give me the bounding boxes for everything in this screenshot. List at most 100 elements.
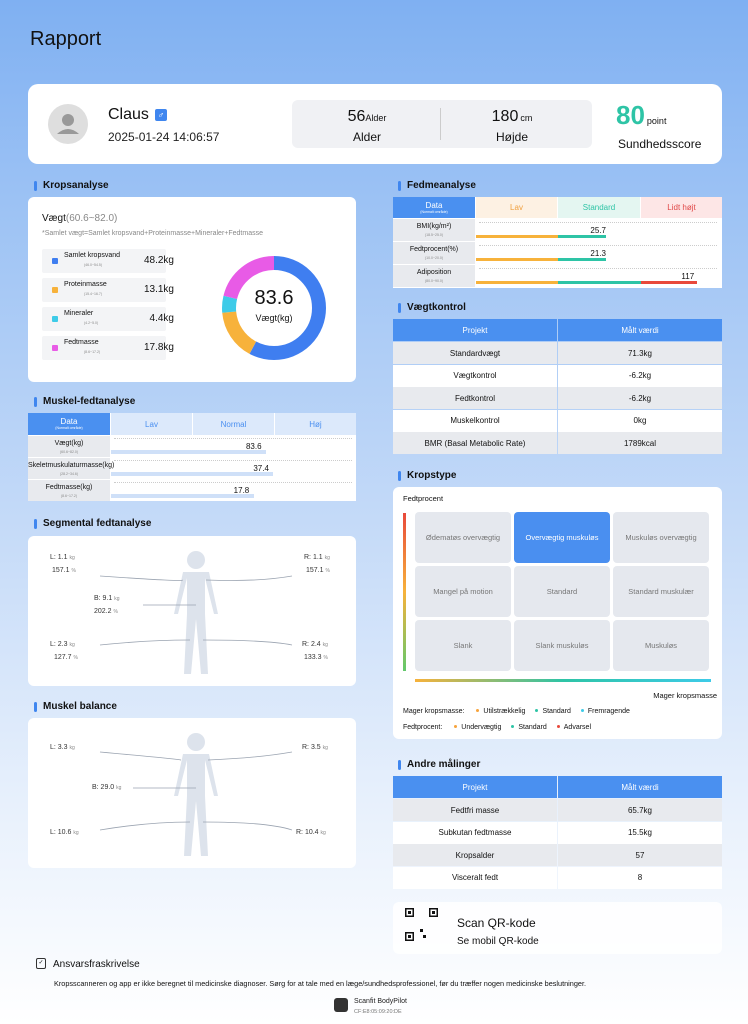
legend-item: Advarsel <box>563 724 591 731</box>
table-cell-value: 65.7kg <box>558 799 722 821</box>
body-comp-range: (15.4~16.7) <box>84 292 102 296</box>
fa-col-high: Lidt højt <box>641 197 722 218</box>
age-unit: Alder <box>365 113 387 123</box>
table-cell-project: Kropsalder <box>393 844 557 867</box>
fa-row-range: (18.5~25.0) <box>425 233 443 237</box>
legend-item: Fremragende <box>587 708 630 715</box>
table-cell-value: 57 <box>558 844 722 867</box>
age-label: Alder <box>352 130 381 144</box>
bal-left-arm: L: 3.3 <box>50 744 68 751</box>
fa-col-data: Data <box>425 201 443 210</box>
fa-row-bg <box>393 219 475 241</box>
body-comp-value: 48.2kg <box>143 255 174 266</box>
score-label: Sundhedsscore <box>618 137 702 151</box>
legend-color <box>52 287 58 293</box>
unit-kg: kg <box>116 785 122 791</box>
score-value: 80 <box>616 100 645 130</box>
weight-control-table: Projekt Målt værdi Standardvægt 71.3kg Væg… <box>393 319 722 455</box>
body-type-cell: Ødematøs overvægtig <box>415 512 511 563</box>
table-cell-project: Fedtfri masse <box>393 799 557 821</box>
mf-bar <box>111 472 274 476</box>
mf-col-data: Data <box>60 417 78 426</box>
body-type-cell: Standard muskulær <box>613 566 709 617</box>
body-comp-label: Mineraler <box>64 310 94 317</box>
unit-pct: % <box>323 655 328 661</box>
fa-row-value: 21.3 <box>590 249 606 258</box>
muscle-fat-table: Data (Normalt område) Lav Normal Høj Væg… <box>28 413 356 501</box>
unit-pct: % <box>113 609 118 615</box>
footer-device-id: CF:E8:05:09:20:DE <box>354 1009 402 1015</box>
donut-segment <box>222 256 326 360</box>
tick-row <box>479 268 717 272</box>
table-cell-value: -6.2kg <box>558 364 722 387</box>
legend-color <box>52 345 58 351</box>
avatar <box>48 104 88 144</box>
wc-col-project: Projekt <box>393 319 557 341</box>
table-cell-project: Subkutan fedtmasse <box>393 821 557 844</box>
unit-kg: kg <box>114 596 120 602</box>
body-type-cell: Slank muskuløs <box>514 620 610 671</box>
body-comp-item: Mineraler (4.2~5.0) 4.4kg <box>42 307 174 331</box>
body-comp-item: Samlet kropsvand (46.0~54.5) 48.2kg <box>42 249 174 273</box>
brand-logo <box>334 998 348 1012</box>
fa-bar-seg <box>558 281 641 284</box>
segmental-fat-title: Segmental fedtanalyse <box>34 518 151 529</box>
other-measurements-title: Andre målinger <box>398 759 480 770</box>
balance-lines <box>99 751 293 831</box>
body-comp-value: 13.1kg <box>143 284 174 295</box>
mf-row-label: Skeletmuskulaturmasse(kg) <box>28 462 115 469</box>
fa-col-standard: Standard <box>558 197 640 218</box>
table-cell-project: Standardvægt <box>393 342 557 364</box>
unit-kg: kg <box>320 830 326 836</box>
fa-row-range: (80.0~90.0) <box>425 279 443 283</box>
height-value: 180 <box>491 108 519 125</box>
fat-analysis-title: Fedmeanalyse <box>398 180 476 191</box>
tick-row <box>114 438 352 442</box>
om-col-value: Målt værdi <box>558 776 722 798</box>
legend-item: Undervægtig <box>461 724 502 731</box>
disclaimer-icon: ✓ <box>36 958 46 969</box>
profile-card: Claus ♂ 2025-01-24 14:06:57 56Alder Alde… <box>28 84 722 164</box>
fa-bar-seg <box>558 235 607 238</box>
mf-bar <box>111 494 254 498</box>
unit-kg: kg <box>69 745 75 751</box>
body-comp-value: 4.4kg <box>149 313 174 324</box>
body-type-x-label: Mager kropsmasse <box>653 691 717 700</box>
qr-title: Scan QR-kode <box>457 916 536 930</box>
body-comp-label: Fedtmasse <box>64 339 99 346</box>
height-unit: cm <box>520 113 533 123</box>
body-comp-item: Proteinmasse (15.4~16.7) 13.1kg <box>42 278 174 302</box>
unit-kg: kg <box>322 745 328 751</box>
fa-bar-seg <box>476 235 558 238</box>
donut-segment <box>222 256 326 360</box>
fa-row-value: 117 <box>681 272 695 281</box>
fa-row-bg <box>393 242 475 264</box>
fa-col-low: Lav <box>476 197 557 218</box>
muscle-balance-card: L: 3.3 kg R: 3.5 kg B: 29.0 kg L: 10.6 k… <box>28 718 356 868</box>
mass-gradient-bar <box>415 679 711 682</box>
mf-row-label: Fedtmasse(kg) <box>45 484 93 491</box>
profile-name: Claus <box>108 106 149 123</box>
legend-item: Standard <box>542 708 571 715</box>
table-cell-value: 1789kcal <box>558 432 722 455</box>
qr-code-icon[interactable] <box>405 908 438 941</box>
mf-col-data-sub: (Normalt område) <box>55 426 83 430</box>
legend-color <box>52 316 58 322</box>
profile-datetime: 2025-01-24 14:06:57 <box>108 130 220 144</box>
body-comp-range: (4.2~5.0) <box>84 321 99 325</box>
fa-bar-seg <box>476 281 558 284</box>
other-measurements-table: Projekt Målt værdi Fedtfri masse 65.7kg Su… <box>393 776 722 889</box>
qr-card[interactable]: Scan QR-kode Se mobil QR-kode <box>393 902 722 954</box>
weight-control-title: Vægtkontrol <box>398 302 466 313</box>
table-cell-value: -6.2kg <box>558 387 722 410</box>
unit-kg: kg <box>69 642 75 648</box>
om-col-project: Projekt <box>393 776 557 798</box>
fa-bar-seg <box>476 258 558 261</box>
mf-row-value: 17.8 <box>233 486 250 495</box>
mf-col-low: Lav <box>111 413 192 435</box>
body-type-cell: Standard <box>514 566 610 617</box>
fa-row-label: Fedtprocent(%) <box>409 246 459 253</box>
table-cell-project: Vægtkontrol <box>393 364 557 387</box>
mf-col-high: Høj <box>275 413 356 435</box>
qr-subtitle: Se mobil QR-kode <box>457 936 539 947</box>
